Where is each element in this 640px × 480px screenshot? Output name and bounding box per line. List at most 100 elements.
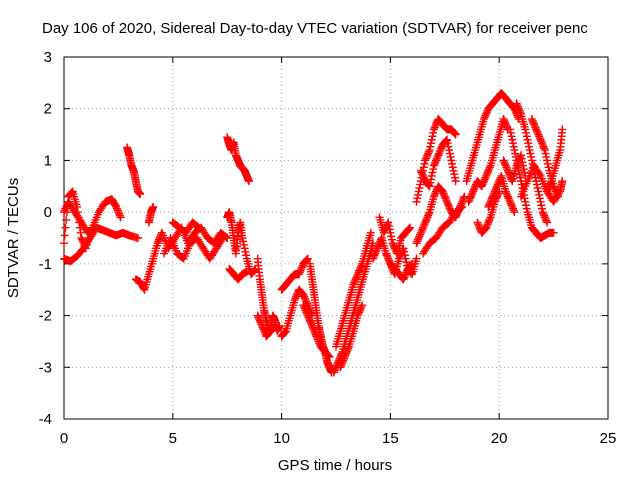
data-point	[508, 202, 517, 211]
data-point	[527, 115, 536, 124]
data-point	[534, 187, 543, 196]
data-point	[538, 140, 547, 149]
data-point	[385, 225, 394, 234]
data-point	[450, 129, 459, 138]
data-point	[516, 108, 525, 117]
series-arc-b1	[123, 143, 145, 199]
data-point	[512, 99, 521, 108]
data-point	[443, 139, 452, 148]
data-point	[270, 322, 279, 331]
data-point	[325, 352, 334, 361]
data-point	[218, 234, 227, 242]
data-point	[480, 175, 489, 184]
data-point	[543, 218, 552, 227]
data-point	[549, 228, 558, 237]
data-point	[439, 189, 448, 198]
series-arc-g1	[329, 239, 377, 377]
data-point	[386, 228, 395, 237]
series-arc-b3	[144, 202, 158, 227]
data-point	[503, 166, 512, 175]
x-axis-tick-labels: 0 5 10 15 20 25	[60, 430, 617, 447]
data-point	[522, 128, 531, 137]
data-point	[429, 128, 438, 137]
data-point	[302, 309, 311, 318]
data-point	[537, 137, 546, 146]
data-point	[339, 356, 348, 365]
data-point	[112, 204, 121, 213]
data-point	[468, 189, 477, 198]
series-arc-g3	[336, 301, 367, 372]
data-point	[301, 296, 310, 305]
data-point	[445, 146, 454, 155]
data-point	[501, 118, 510, 127]
data-point	[302, 256, 311, 265]
data-point	[543, 187, 552, 196]
data-point	[470, 184, 479, 193]
data-point	[429, 165, 438, 174]
data-point	[302, 308, 311, 317]
data-point	[112, 202, 121, 211]
series-arc-a3	[60, 197, 99, 237]
data-point	[435, 147, 444, 156]
data-point	[295, 268, 304, 277]
data-point	[413, 190, 422, 199]
data-point	[429, 125, 438, 134]
data-point	[493, 180, 502, 189]
data-point	[422, 215, 431, 224]
data-point	[444, 142, 453, 151]
series-arc-e1	[253, 254, 284, 336]
data-point	[193, 222, 202, 231]
data-point	[336, 363, 345, 372]
series-arc-e2	[253, 311, 280, 341]
data-point	[350, 278, 359, 287]
data-point	[155, 235, 164, 244]
data-point	[514, 104, 523, 113]
data-point	[474, 220, 483, 229]
y-tick-label: 3	[44, 49, 52, 66]
data-point	[521, 197, 530, 206]
data-point	[441, 194, 450, 203]
data-point	[502, 189, 511, 198]
data-point	[259, 325, 268, 334]
data-point	[425, 182, 434, 191]
data-point	[338, 358, 347, 367]
data-point	[244, 177, 253, 186]
data-point	[432, 154, 441, 163]
data-point	[510, 208, 519, 217]
data-point	[427, 135, 436, 144]
data-point	[408, 259, 417, 268]
data-point	[499, 156, 508, 165]
data-point	[422, 152, 431, 161]
data-point	[400, 271, 409, 280]
data-point	[383, 220, 392, 229]
data-point	[514, 102, 523, 111]
x-tick-label: 10	[273, 430, 290, 447]
data-point	[389, 240, 398, 249]
data-point	[62, 215, 71, 224]
data-point	[465, 196, 474, 205]
x-tick-label: 15	[382, 430, 399, 447]
series-arc-j4	[473, 187, 504, 237]
data-point	[383, 252, 392, 261]
series-arc-i4	[419, 202, 467, 258]
y-tick-label: 2	[44, 101, 52, 118]
data-point	[269, 323, 278, 332]
data-point	[242, 267, 251, 276]
data-point	[522, 204, 531, 213]
data-point	[505, 170, 514, 179]
data-point	[537, 204, 546, 213]
data-point	[254, 313, 263, 322]
data-point	[536, 135, 545, 144]
data-point	[479, 177, 488, 186]
data-point	[540, 213, 549, 222]
data-point	[300, 292, 309, 301]
data-point	[537, 139, 546, 148]
data-point	[485, 163, 494, 172]
data-point	[295, 270, 304, 279]
data-point	[300, 304, 309, 313]
data-point	[308, 321, 317, 330]
data-point	[241, 247, 250, 256]
data-point	[517, 154, 526, 163]
data-point	[311, 330, 320, 339]
data-point	[427, 139, 436, 148]
